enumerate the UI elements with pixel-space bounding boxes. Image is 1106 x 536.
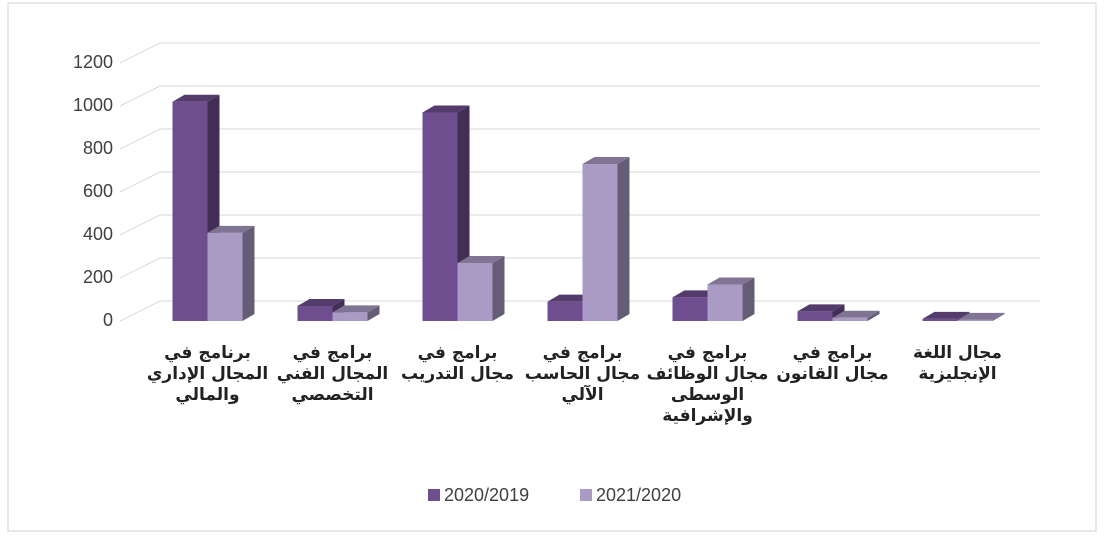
bar-side — [867, 310, 880, 321]
bar-top — [207, 225, 255, 233]
bar-side — [492, 255, 505, 321]
x-tick-label: برامج في المجال الفني التخصصي — [276, 343, 389, 405]
bar — [457, 262, 493, 321]
bar-top — [422, 105, 470, 113]
x-tick-label: مجال اللغة الإنجليزية — [913, 343, 1002, 384]
bar-side — [367, 305, 380, 321]
chart-border — [7, 2, 1097, 532]
bar-top — [297, 298, 345, 306]
grid-line — [119, 214, 1040, 236]
bar-top — [832, 310, 880, 318]
bar-top — [332, 305, 380, 313]
bar — [332, 312, 368, 321]
bar-top — [457, 255, 505, 263]
bar-side — [617, 157, 630, 321]
grid-line — [119, 171, 1040, 193]
bar — [582, 164, 618, 321]
x-tick-label: برامج في مجال الوظائف الوسطى والإشرافية — [646, 343, 769, 426]
legend-label: 2020/2019 — [444, 485, 529, 505]
x-tick-label: برامج في مجال الحاسب الآلي — [524, 343, 641, 405]
y-tick-label: 0 — [103, 310, 113, 330]
bar-side — [242, 225, 255, 321]
legend-swatch — [580, 489, 592, 501]
bar-side — [742, 277, 755, 321]
grid-line — [119, 85, 1040, 107]
bar — [422, 112, 458, 321]
y-tick-label: 600 — [83, 181, 113, 201]
grid-line — [119, 42, 1040, 64]
y-tick-label: 1000 — [73, 95, 113, 115]
bar-top — [172, 94, 220, 102]
grid-line — [119, 128, 1040, 150]
bar — [547, 301, 583, 321]
x-tick-label: برامج في مجال التدريب — [401, 343, 514, 384]
y-tick-label: 800 — [83, 138, 113, 158]
bar-top — [797, 304, 845, 312]
bar — [207, 232, 243, 321]
bar-top — [957, 312, 1005, 320]
bar — [707, 284, 743, 321]
bar-top — [707, 277, 755, 285]
bar-top — [582, 157, 630, 165]
x-tick-label: برامج في مجال القانون — [776, 343, 889, 384]
bar-top — [922, 311, 970, 319]
bar — [832, 317, 868, 321]
bar — [957, 319, 993, 321]
legend-swatch — [428, 489, 440, 501]
bar-side — [992, 312, 1005, 321]
bar — [922, 318, 958, 321]
bar — [672, 297, 708, 321]
legend-label: 2021/2020 — [596, 485, 681, 505]
y-tick-label: 1200 — [73, 52, 113, 72]
bar — [797, 311, 833, 321]
y-tick-label: 200 — [83, 267, 113, 287]
bar — [172, 101, 208, 321]
bar — [297, 305, 333, 321]
x-tick-label: برنامج في المجال الإداري والمالي — [146, 343, 269, 405]
y-tick-label: 400 — [83, 224, 113, 244]
grid-line — [119, 257, 1040, 279]
